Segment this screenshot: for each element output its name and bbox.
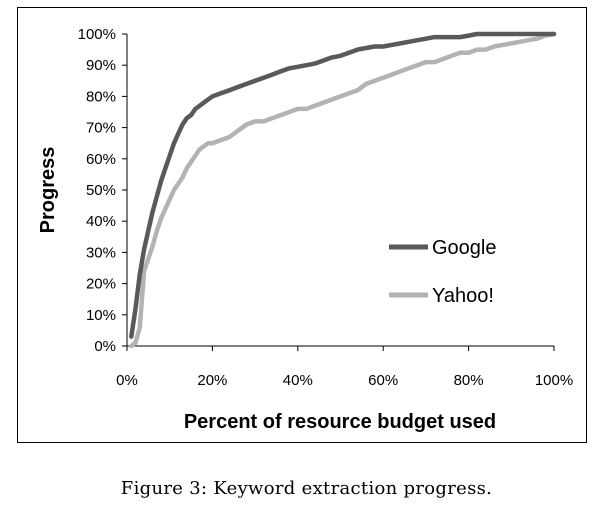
figure-frame xyxy=(17,7,587,443)
y-axis: 0% 10% 20% 30% 40% 50% 60% 70% 80% 90% 100% xyxy=(78,26,128,355)
legend: Google Yahoo! xyxy=(389,237,497,307)
y-tick-label: 30% xyxy=(86,244,116,261)
y-tick-label: 20% xyxy=(86,276,116,293)
x-tick-label: 0% xyxy=(116,372,138,389)
y-tick-label: 50% xyxy=(86,182,116,199)
x-axis: 0% 20% 40% 60% 80% 100% xyxy=(116,345,573,389)
y-tick-label: 0% xyxy=(94,338,116,355)
y-tick-label: 100% xyxy=(78,26,116,43)
x-tick-label: 100% xyxy=(535,372,573,389)
x-tick-label: 40% xyxy=(283,372,313,389)
chart: 0% 10% 20% 30% 40% 50% 60% 70% 80% 90% 100% 0% 20% 4… xyxy=(37,26,573,433)
x-axis-title: Percent of resource budget used xyxy=(184,411,496,433)
series-line-google xyxy=(129,31,557,339)
series-layer xyxy=(129,31,557,349)
legend-label-yahoo: Yahoo! xyxy=(432,285,494,307)
y-tick-label: 10% xyxy=(86,307,116,324)
y-tick-label: 70% xyxy=(86,120,116,137)
x-tick-label: 80% xyxy=(454,372,484,389)
figure-caption: Figure 3: Keyword extraction progress. xyxy=(120,478,493,499)
x-tick-label: 20% xyxy=(197,372,227,389)
y-tick-label: 80% xyxy=(86,88,116,105)
y-axis-title: Progress xyxy=(37,147,59,234)
legend-label-google: Google xyxy=(432,237,497,259)
y-tick-label: 90% xyxy=(86,57,116,74)
series-line-yahoo xyxy=(129,31,557,349)
y-tick-label: 40% xyxy=(86,213,116,230)
x-tick-label: 60% xyxy=(368,372,398,389)
y-tick-label: 60% xyxy=(86,151,116,168)
